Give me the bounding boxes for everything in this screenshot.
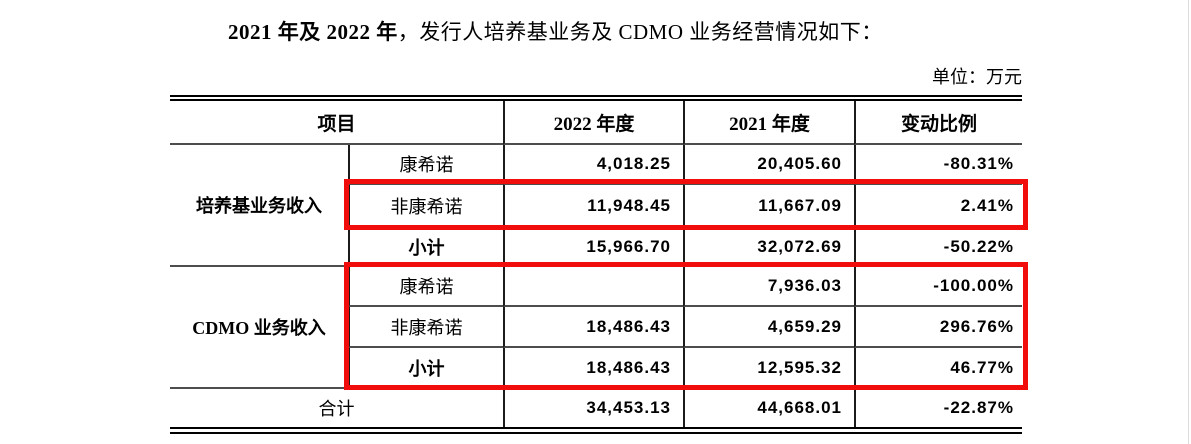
value-cdmo-noncansino-2022: 18,486.43 bbox=[503, 307, 683, 348]
value-total-change: -22.87% bbox=[854, 389, 1022, 427]
category-cell-cdmo-business: CDMO 业务收入 bbox=[170, 267, 348, 389]
value-cdmo-cansino-2022 bbox=[503, 267, 683, 307]
row-label-media-cansino: 康希诺 bbox=[348, 145, 503, 185]
page-edge-divider bbox=[1188, 0, 1189, 444]
row-label-cdmo-noncansino: 非康希诺 bbox=[348, 307, 503, 348]
title-rest: ，发行人培养基业务及 CDMO 业务经营情况如下： bbox=[397, 20, 883, 44]
highlight-box-cdmo-rows bbox=[344, 262, 1028, 390]
value-cdmo-noncansino-2021: 4,659.29 bbox=[683, 307, 854, 348]
highlight-box-media-noncansino bbox=[344, 179, 1028, 230]
revenue-table: 项目 2022 年度 2021 年度 变动比例 培养基业务收入 康希诺 4,01… bbox=[170, 95, 1022, 434]
page-title: 2021 年及 2022 年，发行人培养基业务及 CDMO 业务经营情况如下： bbox=[228, 16, 883, 46]
value-media-cansino-2021: 20,405.60 bbox=[683, 145, 854, 185]
row-label-total: 合计 bbox=[318, 399, 355, 419]
value-media-cansino-change: -80.31% bbox=[854, 145, 1022, 185]
header-cell-change: 变动比例 bbox=[854, 101, 1022, 145]
value-cdmo-noncansino-change: 296.76% bbox=[854, 307, 1022, 348]
header-cell-item: 项目 bbox=[170, 101, 503, 145]
category-cell-media-business: 培养基业务收入 bbox=[170, 145, 348, 267]
value-total-2022: 34,453.13 bbox=[503, 389, 683, 427]
header-cell-2022: 2022 年度 bbox=[503, 101, 683, 145]
header-cell-2021: 2021 年度 bbox=[683, 101, 854, 145]
unit-label: 单位：万元 bbox=[932, 67, 1022, 87]
value-cdmo-cansino-2021: 7,936.03 bbox=[683, 267, 854, 307]
value-total-2021: 44,668.01 bbox=[683, 389, 854, 427]
row-label-cdmo-cansino: 康希诺 bbox=[348, 267, 503, 307]
title-emphasis: 2021 年及 2022 年 bbox=[228, 20, 398, 44]
value-media-cansino-2022: 4,018.25 bbox=[503, 145, 683, 185]
value-cdmo-cansino-change: -100.00% bbox=[854, 267, 1022, 307]
